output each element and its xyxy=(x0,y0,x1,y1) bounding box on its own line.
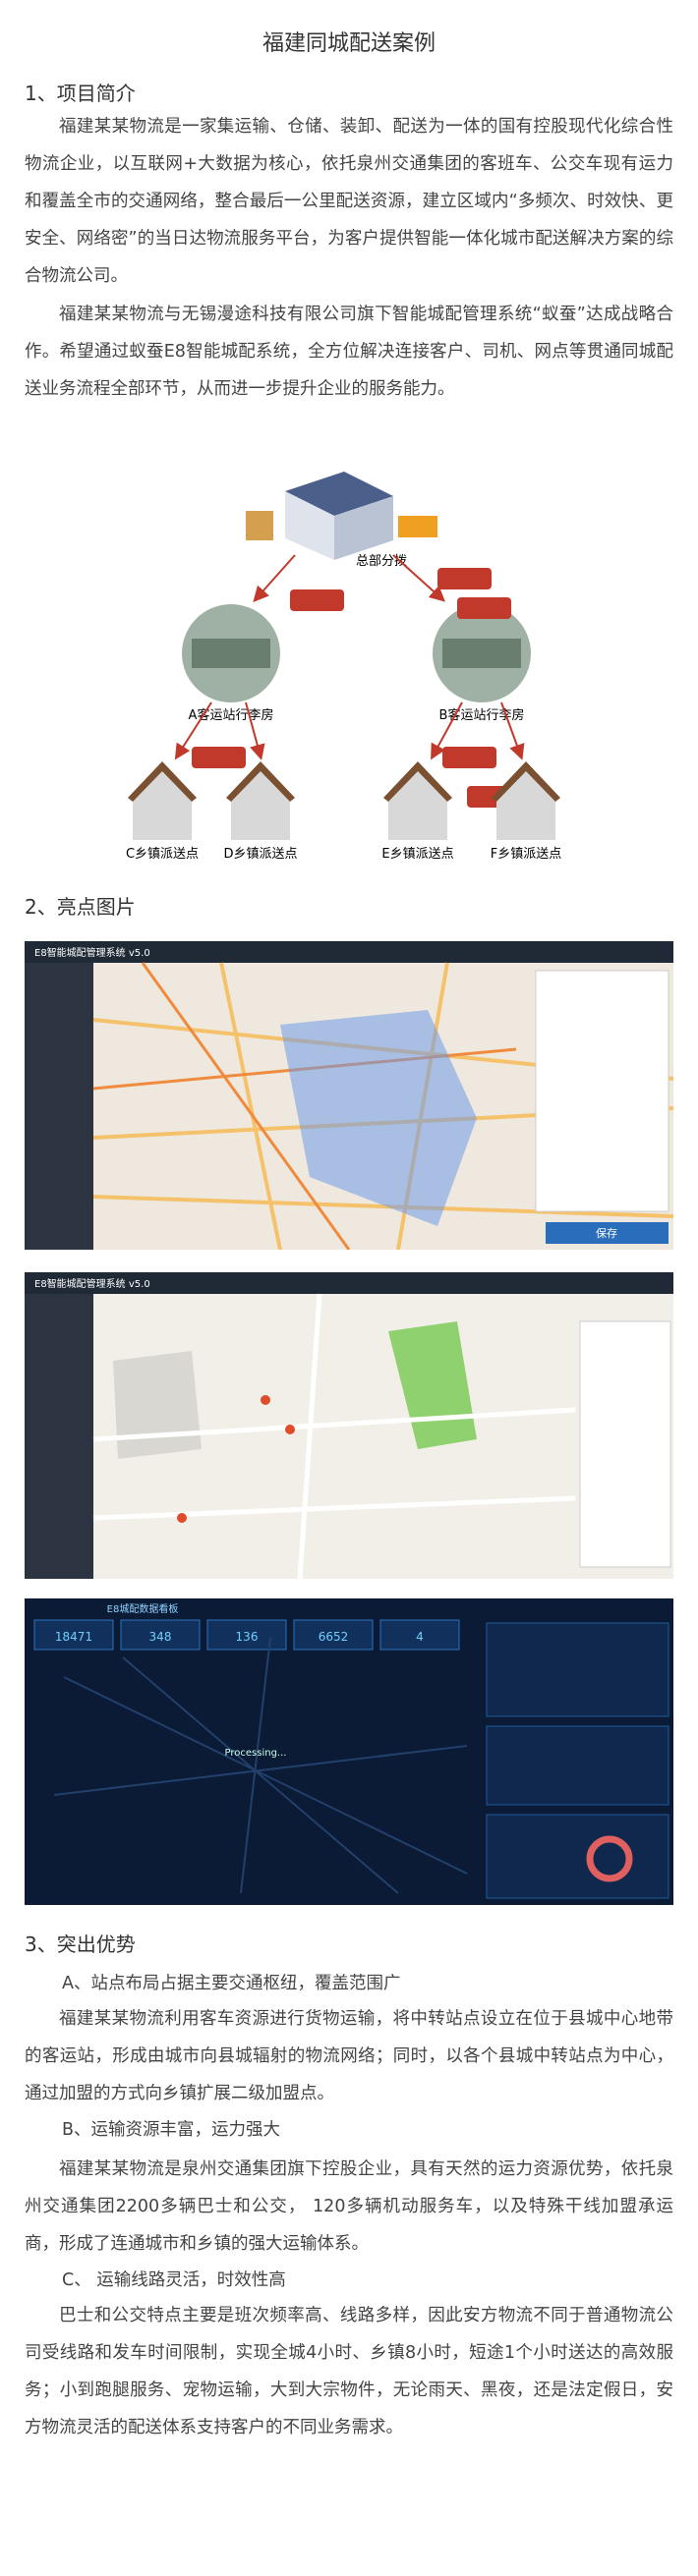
point-label: C乡镇派送点 xyxy=(126,847,199,862)
station-label: B客运站行李房 xyxy=(439,707,525,723)
station-b xyxy=(433,604,531,702)
stat-value: 18471 xyxy=(55,1630,92,1644)
section-heading: 1、项目简介 xyxy=(25,82,136,105)
stat-value: 6652 xyxy=(319,1630,349,1644)
page-title: 福建同城配送案例 xyxy=(262,31,436,56)
paragraph: 巴士和公交特点主要是班次频率高、线路多样，因此安方物流不同于普通物流公司受线路和… xyxy=(25,2306,673,2437)
station-label: A客运站行李房 xyxy=(189,707,274,723)
item-heading: B、运输资源丰富，运力强大 xyxy=(62,2120,281,2140)
paragraph: 福建某某物流是一家集运输、仓储、装卸、配送为一体的国有控股现代化综合性物流企业，… xyxy=(25,117,673,286)
screenshot: E8智能城配管理系统 v5.0 保存 xyxy=(25,941,673,1250)
paragraph: 福建某某物流是泉州交通集团旗下控股企业，具有天然的运力资源优势，依托泉州交通集团… xyxy=(25,2159,673,2254)
roofs xyxy=(128,761,560,802)
status-text: Processing... xyxy=(225,1748,287,1759)
arrows xyxy=(174,554,525,760)
system-title: E8智能城配管理系统 v5.0 xyxy=(34,946,150,959)
section-heading: 2、亮点图片 xyxy=(25,895,136,919)
paragraph: 福建某某物流与无锡漫途科技有限公司旗下智能城配管理系统“蚁蚕”达成战略合作。希望… xyxy=(25,305,673,399)
stat-box xyxy=(379,1619,460,1651)
stat-box xyxy=(33,1619,114,1651)
save-button[interactable]: 保存 xyxy=(596,1226,617,1240)
item-heading: A、站点布局占据主要交通枢纽，覆盖范围广 xyxy=(62,1974,401,1993)
warehouse xyxy=(246,472,437,560)
stat-box xyxy=(293,1619,374,1651)
point-label: E乡镇派送点 xyxy=(381,847,453,862)
point-label: F乡镇派送点 xyxy=(491,847,561,862)
screenshot: E8城配数据看板 18471 348 136 6652 4 Processing... xyxy=(25,1598,673,1905)
screenshot: E8智能城配管理系统 v5.0 xyxy=(25,1272,673,1579)
point-label: D乡镇派送点 xyxy=(223,847,297,862)
system-title: E8智能城配管理系统 v5.0 xyxy=(34,1277,150,1290)
distribution-diagram: 总部分拨 A客运站行李房 B客运站行李房 C乡镇派送点 D乡镇派送点 E乡镇派送… xyxy=(126,472,561,862)
item-heading: C、 运输线路灵活，时效性高 xyxy=(62,2270,286,2290)
stat-box xyxy=(206,1619,287,1651)
station-a xyxy=(182,604,280,702)
stat-box xyxy=(120,1619,201,1651)
stat-value: 4 xyxy=(416,1630,424,1644)
hub-label: 总部分拨 xyxy=(356,554,407,569)
section-heading: 3、突出优势 xyxy=(25,1932,136,1956)
dashboard-title: E8城配数据看板 xyxy=(107,1602,179,1615)
stat-value: 136 xyxy=(236,1630,259,1644)
paragraph: 福建某某物流利用客车资源进行货物运输，将中转站点设立在位于县城中心地带的客运站，… xyxy=(25,2009,673,2103)
stat-value: 348 xyxy=(149,1630,172,1644)
